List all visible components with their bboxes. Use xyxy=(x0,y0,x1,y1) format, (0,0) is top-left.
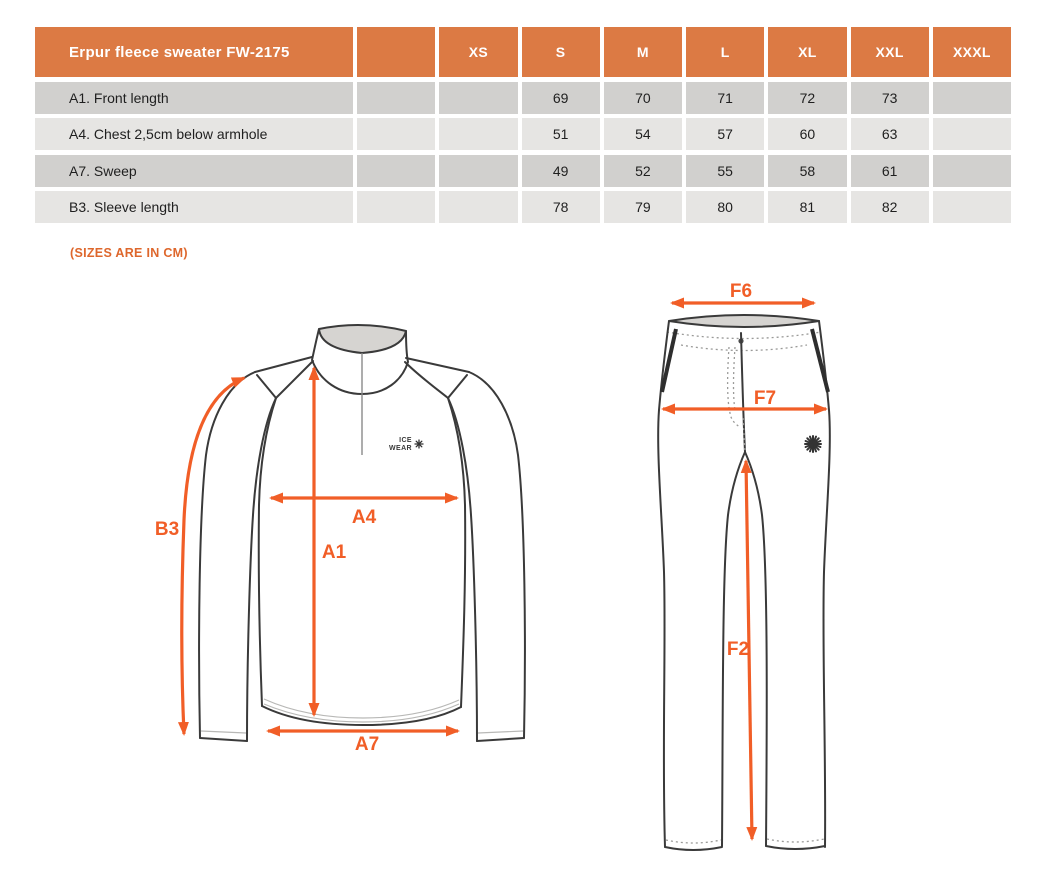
sweater-drawing: ICE WEAR xyxy=(155,324,526,755)
f2-label: F2 xyxy=(727,639,749,660)
size-table: Erpur fleece sweater FW-2175 XS S M L XL… xyxy=(35,27,1011,223)
size-value-cell: 63 xyxy=(850,118,929,150)
size-value-cell xyxy=(439,81,518,114)
size-column-header-blank xyxy=(357,27,436,77)
size-column-header-xxl: XXL xyxy=(850,27,929,77)
row-label: A1. Front length xyxy=(35,81,353,114)
size-value-cell: 49 xyxy=(521,154,600,187)
size-value-cell: 69 xyxy=(521,81,600,114)
size-value-cell xyxy=(932,81,1011,114)
size-value-cell xyxy=(932,191,1011,223)
a1-label: A1 xyxy=(322,542,347,563)
size-value-cell xyxy=(357,81,436,114)
f2-arrow xyxy=(740,459,758,841)
logo-snowflake-icon xyxy=(414,439,424,449)
size-value-cell xyxy=(439,191,518,223)
size-value-cell: 73 xyxy=(850,81,929,114)
size-value-cell: 81 xyxy=(768,191,847,223)
f6-label: F6 xyxy=(730,281,752,302)
size-value-cell: 71 xyxy=(686,81,765,114)
pants-waistband xyxy=(668,314,820,328)
size-value-cell xyxy=(439,154,518,187)
f7-label: F7 xyxy=(754,388,776,409)
size-value-cell: 80 xyxy=(686,191,765,223)
size-value-cell: 60 xyxy=(768,118,847,150)
table-title: Erpur fleece sweater FW-2175 xyxy=(35,27,353,77)
a7-label: A7 xyxy=(355,734,379,755)
row-label: A4. Chest 2,5cm below armhole xyxy=(35,118,353,150)
size-value-cell xyxy=(357,118,436,150)
size-value-cell: 79 xyxy=(603,191,682,223)
size-value-cell: 54 xyxy=(603,118,682,150)
size-value-cell: 51 xyxy=(521,118,600,150)
size-value-cell: 57 xyxy=(686,118,765,150)
size-value-cell: 82 xyxy=(850,191,929,223)
size-value-cell xyxy=(439,118,518,150)
a4-label: A4 xyxy=(352,507,377,528)
size-value-cell: 58 xyxy=(768,154,847,187)
size-value-cell xyxy=(357,154,436,187)
size-column-header-s: S xyxy=(521,27,600,77)
left-pocket xyxy=(660,328,678,393)
size-column-header-l: L xyxy=(686,27,765,77)
svg-text:WEAR: WEAR xyxy=(389,445,412,452)
size-column-header-xxxl: XXXL xyxy=(932,27,1011,77)
size-value-cell xyxy=(932,154,1011,187)
size-value-cell xyxy=(357,191,436,223)
sweater-collar-opening xyxy=(318,324,407,354)
size-value-cell: 78 xyxy=(521,191,600,223)
b3-arrow xyxy=(177,376,246,736)
pants-snowflake-icon xyxy=(804,435,822,453)
svg-text:ICE: ICE xyxy=(399,437,412,444)
size-value-cell xyxy=(932,118,1011,150)
pants-drawing: F6 F7 F2 xyxy=(657,281,831,851)
icewear-logo: ICE WEAR xyxy=(389,437,424,452)
b3-label: B3 xyxy=(155,519,179,540)
row-label: B3. Sleeve length xyxy=(35,191,353,223)
size-value-cell: 52 xyxy=(603,154,682,187)
size-value-cell: 61 xyxy=(850,154,929,187)
size-column-header-m: M xyxy=(603,27,682,77)
right-pocket xyxy=(810,328,830,393)
size-value-cell: 55 xyxy=(686,154,765,187)
row-label: A7. Sweep xyxy=(35,154,353,187)
size-column-header-xl: XL xyxy=(768,27,847,77)
size-value-cell: 72 xyxy=(768,81,847,114)
size-value-cell: 70 xyxy=(603,81,682,114)
size-column-header-xs: XS xyxy=(439,27,518,77)
units-note: (SIZES ARE IN CM) xyxy=(70,246,188,260)
